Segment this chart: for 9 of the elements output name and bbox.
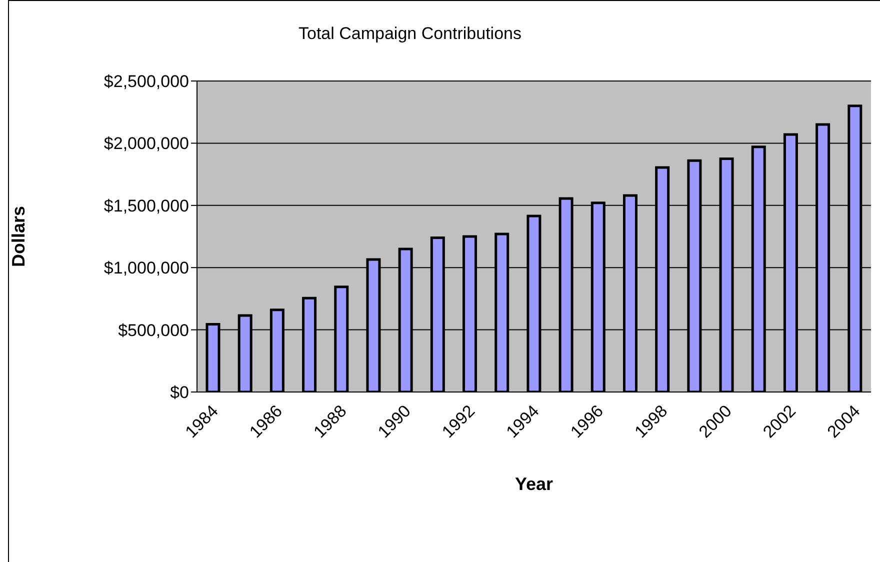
x-axis-title: Year xyxy=(514,474,554,494)
y-tick-label: $1,000,000 xyxy=(104,258,189,278)
y-tick-label: $2,500,000 xyxy=(104,72,189,92)
y-axis-title: Dollars xyxy=(8,206,28,268)
y-tick-label: $1,500,000 xyxy=(104,196,189,216)
y-tick-label: $0 xyxy=(170,383,189,402)
chart-title: Total Campaign Contributions xyxy=(297,24,522,44)
y-tick-label: $2,000,000 xyxy=(104,134,189,154)
y-tick-label: $500,000 xyxy=(118,320,189,340)
